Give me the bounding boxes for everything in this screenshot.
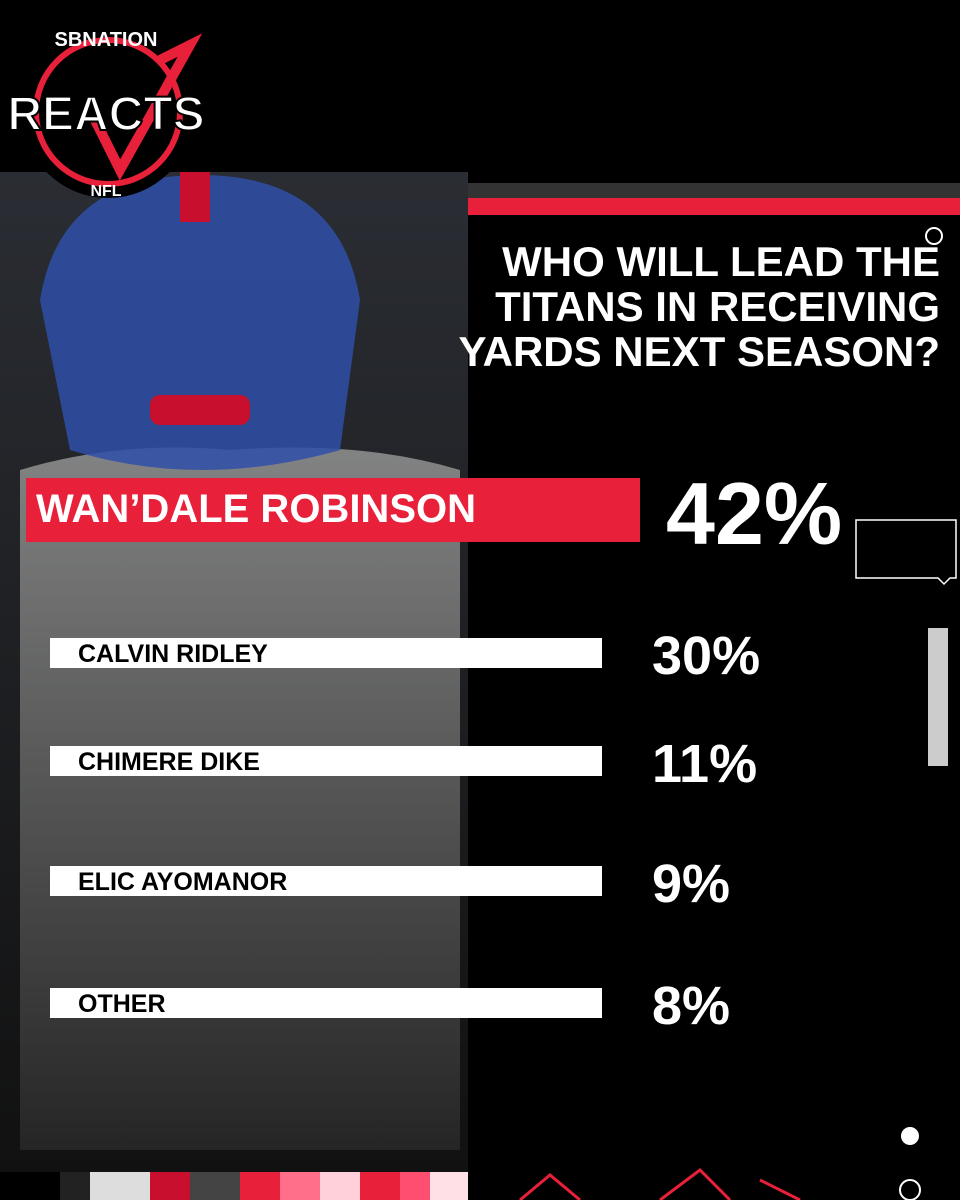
decorations [519,227,957,1200]
accent-red-bar [468,198,960,215]
helmet-stripe [180,172,210,222]
logo-check [90,33,203,181]
question-line: TITANS IN RECEIVING [495,283,940,330]
player-jersey [20,447,460,1150]
option-percent: 11% [652,734,757,794]
option-bar [50,988,602,1018]
option-percent: 30% [652,626,760,686]
option-bar [50,866,602,896]
option-percent: 8% [652,976,730,1036]
option-name: CALVIN RIDLEY [78,640,268,668]
mouthguard [150,395,250,425]
leader-bar [26,478,640,542]
player-helmet [40,175,360,470]
question-line: WHO WILL LEAD THE [502,238,940,285]
option-name: WAN’DALE ROBINSON [36,487,476,531]
league: NFL [90,183,121,200]
option-name: ELIC AYOMANOR [78,868,287,896]
option-percent: 42% [666,464,842,563]
option-name: OTHER [78,990,166,1018]
color-strip [60,1172,468,1200]
logo-ring [33,37,183,187]
logo-circle [22,26,194,198]
brand: SBNATION [55,29,158,51]
question-line: YARDS NEXT SEASON? [458,328,940,375]
option-bar [50,746,602,776]
option-percent: 9% [652,854,730,914]
accent-gray-bar [468,183,960,198]
option-bar [50,638,602,668]
results: WAN’DALE ROBINSON 42% CALVIN RIDLEY 30% CHIM… [26,464,842,1036]
option-name: CHIMERE DIKE [78,748,260,776]
logo-text: REACTS [7,88,204,141]
